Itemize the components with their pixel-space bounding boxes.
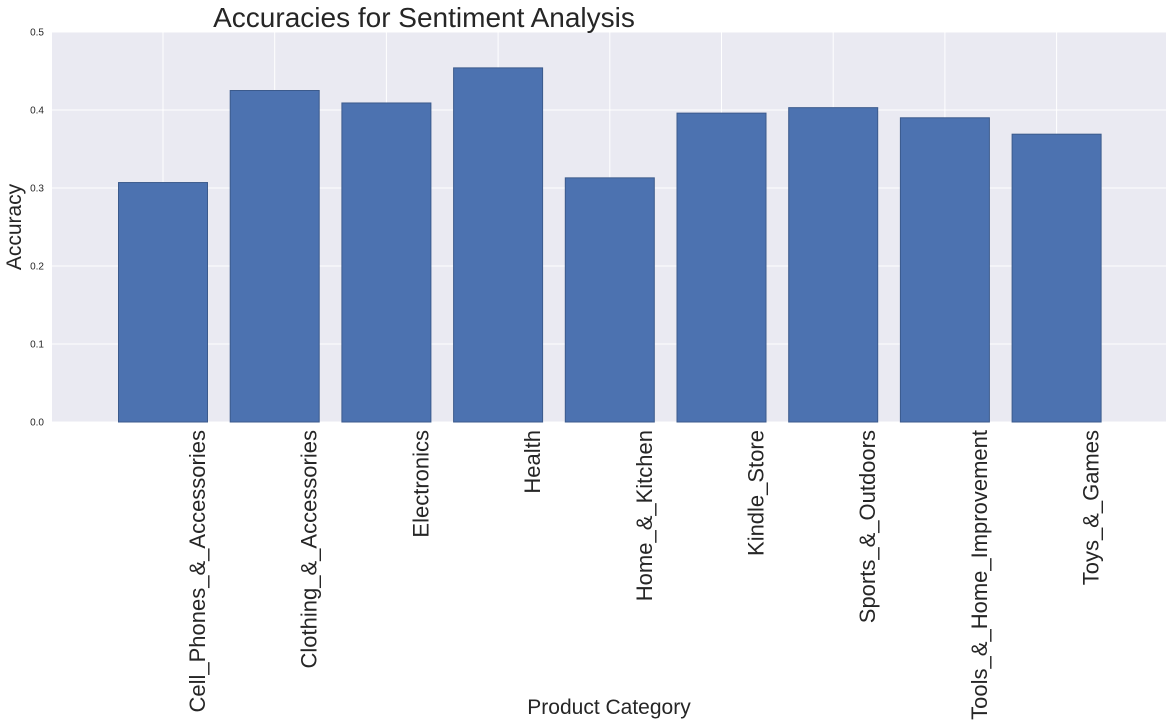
y-tick-labels: 0.0 0.1 0.2 0.3 0.4 0.5 (30, 28, 44, 429)
x-tick-label: Tools_&_Home_Improvement (967, 430, 992, 720)
y-tick-label: 0.2 (30, 262, 44, 273)
x-tick-label: Toys_&_Games (1079, 430, 1104, 585)
x-tick-labels: Cell_Phones_&_Accessories Clothing_&_Acce… (185, 430, 1104, 720)
y-tick-label: 0.1 (30, 340, 44, 351)
bars (118, 67, 1102, 423)
x-tick-label: Electronics (408, 430, 433, 538)
bar (229, 90, 320, 423)
y-axis-label: Accuracy (3, 183, 26, 270)
x-axis-label: Product Category (527, 696, 691, 719)
x-tick-label: Kindle_Store (744, 430, 769, 556)
x-tick-label: Health (520, 430, 545, 494)
bar (564, 177, 655, 423)
x-tick-label: Sports_&_Outdoors (855, 430, 880, 623)
bar (788, 107, 879, 423)
x-tick-label: Cell_Phones_&_Accessories (185, 430, 210, 713)
bar (341, 102, 432, 423)
bar (899, 117, 990, 423)
bar (1011, 133, 1102, 423)
x-tick-label: Home_&_Kitchen (632, 430, 657, 601)
chart-title: Accuracies for Sentiment Analysis (213, 2, 635, 33)
bar (676, 112, 767, 423)
bar (453, 67, 544, 423)
y-tick-label: 0.4 (30, 106, 44, 117)
y-tick-label: 0.5 (30, 28, 44, 39)
y-tick-label: 0.0 (30, 418, 44, 429)
y-tick-label: 0.3 (30, 184, 44, 195)
x-tick-label: Clothing_&_Accessories (297, 430, 322, 668)
bar (118, 182, 208, 423)
